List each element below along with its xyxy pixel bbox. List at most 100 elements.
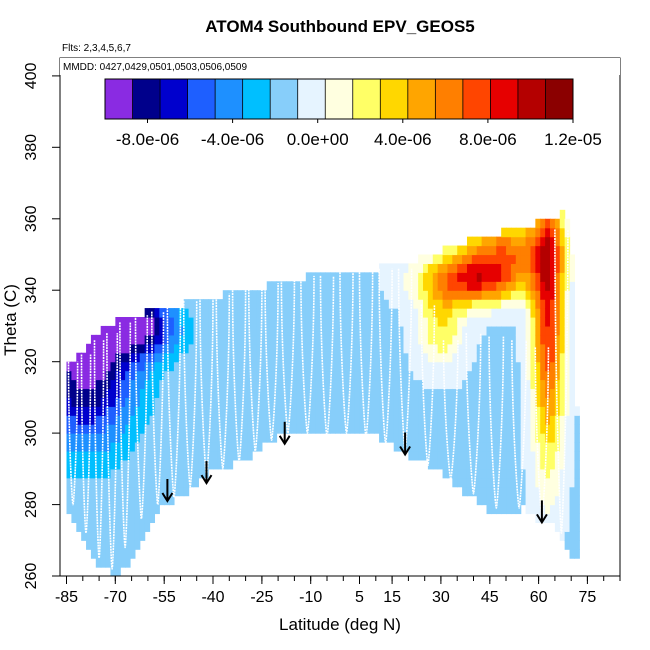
epv-cell xyxy=(491,236,497,247)
epv-cell xyxy=(95,343,102,354)
epv-cell xyxy=(447,272,453,282)
epv-cell xyxy=(300,397,307,407)
epv-cell xyxy=(462,299,468,309)
epv-cell xyxy=(86,477,92,488)
epv-cell xyxy=(193,442,199,452)
epv-cell xyxy=(369,352,375,363)
epv-cell xyxy=(466,299,473,309)
epv-cell xyxy=(491,343,497,354)
epv-cell xyxy=(149,406,156,416)
epv-cell xyxy=(110,343,116,354)
epv-cell xyxy=(564,406,571,416)
epv-cell xyxy=(496,468,502,479)
epv-cell xyxy=(149,424,156,434)
epv-cell xyxy=(574,513,580,524)
epv-cell xyxy=(481,477,488,488)
epv-cell xyxy=(374,272,380,282)
epv-cell xyxy=(506,227,512,238)
epv-cell xyxy=(203,299,209,309)
epv-cell xyxy=(296,397,302,407)
epv-cell xyxy=(340,290,346,300)
epv-cell xyxy=(564,531,571,541)
epv-cell xyxy=(574,468,580,479)
epv-cell xyxy=(364,361,370,372)
colorbar-swatch xyxy=(545,79,574,119)
epv-cell xyxy=(105,513,112,524)
epv-cell xyxy=(344,343,351,354)
epv-cell xyxy=(452,468,458,479)
epv-cell xyxy=(335,334,341,345)
epv-cell xyxy=(315,379,322,390)
epv-cell xyxy=(183,433,190,443)
marker-arrows xyxy=(161,421,548,525)
epv-cell xyxy=(281,308,287,318)
epv-cell xyxy=(447,245,453,256)
epv-cell xyxy=(496,459,502,470)
epv-cell xyxy=(520,299,527,309)
epv-cell xyxy=(486,504,492,515)
epv-cell xyxy=(442,325,449,336)
epv-cell xyxy=(256,299,263,309)
epv-cell xyxy=(71,424,77,434)
epv-cell xyxy=(540,352,546,363)
epv-cell xyxy=(188,325,195,336)
epv-cell xyxy=(559,459,566,470)
epv-cell xyxy=(149,495,156,506)
epv-cell xyxy=(232,343,239,354)
epv-cell xyxy=(496,290,502,300)
epv-cell xyxy=(315,299,322,309)
epv-cell xyxy=(130,477,136,488)
epv-cell xyxy=(364,290,370,300)
epv-cell xyxy=(510,486,517,497)
epv-cell xyxy=(374,361,380,372)
colorbar-tick-label: 0.0e+00 xyxy=(287,130,349,149)
colorbar-swatch xyxy=(297,79,326,119)
epv-cell xyxy=(139,522,146,532)
epv-cell xyxy=(545,272,551,282)
epv-cell xyxy=(383,433,390,443)
epv-cell xyxy=(222,424,229,434)
epv-cell xyxy=(105,459,112,470)
epv-cell xyxy=(520,263,527,273)
epv-cell xyxy=(447,361,453,372)
epv-cell xyxy=(217,334,224,345)
epv-cell xyxy=(115,352,121,363)
epv-cell xyxy=(574,415,580,425)
epv-cell xyxy=(203,361,209,372)
epv-cell xyxy=(237,290,243,300)
epv-cell xyxy=(330,352,336,363)
epv-cell xyxy=(134,504,141,515)
epv-cell xyxy=(213,352,219,363)
epv-cell xyxy=(447,415,453,425)
epv-cell xyxy=(325,308,331,318)
epv-cell xyxy=(506,290,512,300)
epv-cell xyxy=(545,477,551,488)
epv-cell xyxy=(213,325,219,336)
epv-cell xyxy=(423,406,429,416)
epv-cell xyxy=(506,468,512,479)
epv-cell xyxy=(256,415,263,425)
epv-cell xyxy=(559,415,566,425)
epv-cell xyxy=(481,433,488,443)
epv-cell xyxy=(388,352,395,363)
epv-cell xyxy=(169,442,175,452)
flights-note: Flts: 2,3,4,5,6,7 xyxy=(62,43,131,54)
epv-cell xyxy=(149,477,156,488)
epv-cell xyxy=(276,370,282,381)
epv-cell xyxy=(359,352,366,363)
epv-cell xyxy=(364,370,370,381)
epv-cell xyxy=(471,459,478,470)
epv-cell xyxy=(193,397,199,407)
epv-cell xyxy=(95,468,102,479)
epv-cell xyxy=(437,424,444,434)
epv-cell xyxy=(408,370,414,381)
epv-cell xyxy=(110,370,116,381)
epv-cell xyxy=(330,424,336,434)
epv-cell xyxy=(120,558,126,568)
epv-cell xyxy=(305,281,312,291)
epv-cell xyxy=(349,415,356,425)
epv-cell xyxy=(81,522,87,532)
epv-cell xyxy=(457,281,463,291)
epv-cell xyxy=(291,424,297,434)
epv-cell xyxy=(501,379,507,390)
